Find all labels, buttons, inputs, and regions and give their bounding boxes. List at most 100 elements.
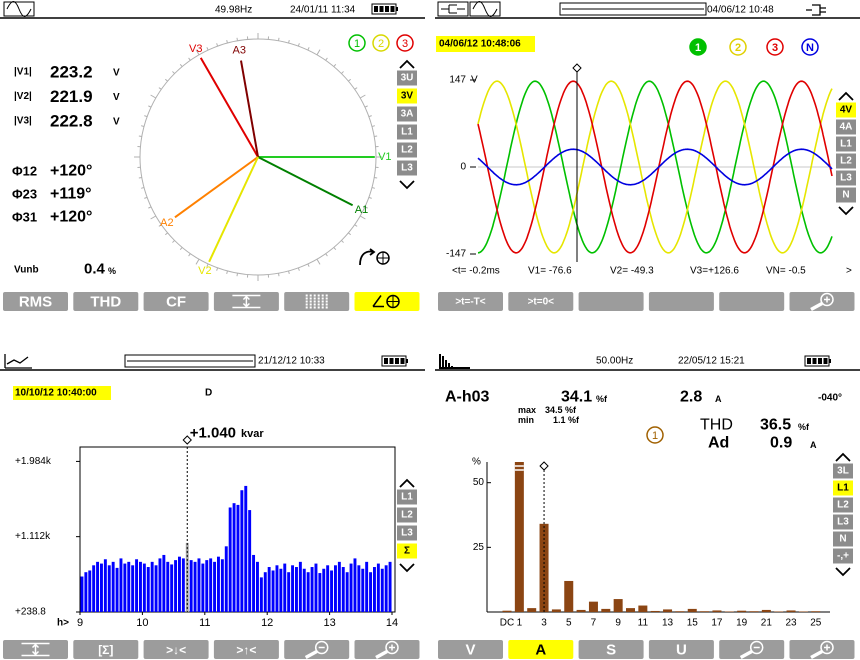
tab[interactable] <box>578 292 644 311</box>
side-button-label[interactable]: L3 <box>837 517 849 528</box>
bar <box>193 561 197 612</box>
side-button[interactable] <box>397 160 417 176</box>
side-button-label[interactable]: L2 <box>401 510 413 521</box>
channel-marker <box>801 38 819 56</box>
tab-label[interactable]: >t=-T< <box>455 297 485 308</box>
bar <box>162 554 166 612</box>
side-button-label[interactable]: -,+ <box>837 551 849 562</box>
circle-tick <box>236 37 239 41</box>
phase-marker-label: 1 <box>354 38 360 50</box>
side-button[interactable] <box>836 170 856 186</box>
side-button-label[interactable]: L1 <box>837 483 849 494</box>
x-tick-label: 11 <box>199 617 210 629</box>
bar <box>365 561 369 612</box>
side-button[interactable] <box>833 480 853 496</box>
side-button-label[interactable]: L1 <box>401 127 413 138</box>
side-button-label[interactable]: L2 <box>401 145 413 156</box>
tab-label[interactable]: THD <box>90 294 121 311</box>
bar <box>380 568 384 612</box>
tab[interactable] <box>508 640 574 659</box>
side-button[interactable] <box>833 548 853 564</box>
side-button[interactable] <box>397 142 417 158</box>
tab-label[interactable]: >↑< <box>236 643 256 657</box>
circle-tick <box>316 258 321 265</box>
tab[interactable] <box>284 292 350 311</box>
side-button[interactable] <box>833 514 853 530</box>
side-button-label[interactable]: L3 <box>840 173 852 184</box>
side-button[interactable] <box>397 525 417 541</box>
side-button-label[interactable]: N <box>842 190 849 201</box>
tab[interactable] <box>143 292 209 311</box>
side-button[interactable] <box>833 497 853 513</box>
y-tick-label: 50 <box>473 477 485 488</box>
side-button-label[interactable]: L2 <box>837 500 849 511</box>
side-button-label[interactable]: L1 <box>401 492 413 503</box>
side-button-label[interactable]: 4V <box>840 105 853 116</box>
side-button-label[interactable]: L3 <box>401 163 413 174</box>
tab[interactable] <box>438 292 503 311</box>
reading-value: 222.8 <box>50 112 93 131</box>
tab-label[interactable]: RMS <box>19 294 52 311</box>
tab-label[interactable]: S <box>606 642 616 659</box>
circle-tick <box>179 63 183 67</box>
side-button-label[interactable]: 4A <box>840 122 853 133</box>
side-button[interactable] <box>397 106 417 122</box>
side-button-label[interactable]: N <box>839 534 846 545</box>
bar <box>295 567 298 612</box>
tab[interactable] <box>3 292 68 311</box>
bar <box>209 558 213 612</box>
side-button[interactable] <box>836 153 856 169</box>
side-button[interactable] <box>836 102 856 118</box>
tab[interactable] <box>578 640 644 659</box>
tab[interactable] <box>438 640 503 659</box>
mode-icon <box>4 354 32 369</box>
side-button-label[interactable]: L3 <box>401 528 413 539</box>
x-tick-label: 23 <box>785 618 797 629</box>
side-button-label[interactable]: 3V <box>401 91 414 102</box>
side-button-label[interactable]: L2 <box>840 156 852 167</box>
side-button[interactable] <box>833 463 853 479</box>
bar <box>146 567 150 612</box>
tab-label[interactable]: U <box>676 642 687 659</box>
bar <box>326 565 330 612</box>
tab[interactable] <box>719 292 785 311</box>
bar <box>774 611 784 612</box>
tab-label[interactable]: CF <box>166 294 186 311</box>
bar <box>127 561 131 612</box>
datetime: 21/12/12 10:33 <box>258 356 325 367</box>
side-button[interactable] <box>397 543 417 559</box>
side-button[interactable] <box>397 88 417 104</box>
tab-label[interactable]: A <box>535 642 546 659</box>
side-button-label[interactable]: 3L <box>837 466 849 477</box>
side-button[interactable] <box>836 136 856 152</box>
side-button-label[interactable]: 3A <box>401 109 414 120</box>
channel-marker-label: 1 <box>695 42 701 54</box>
side-button[interactable] <box>397 70 417 86</box>
circle-tick <box>277 273 280 277</box>
tab[interactable] <box>143 640 209 659</box>
tab[interactable] <box>213 640 279 659</box>
side-button-label[interactable]: Σ <box>404 546 410 557</box>
bar <box>551 609 561 612</box>
tab[interactable] <box>73 640 139 659</box>
tab-label[interactable]: [Σ] <box>98 643 113 657</box>
tab-label[interactable]: >↓< <box>166 643 186 657</box>
side-button[interactable] <box>833 531 853 547</box>
tab[interactable] <box>73 292 139 311</box>
tab[interactable] <box>648 292 714 311</box>
side-button-label[interactable]: L1 <box>840 139 852 150</box>
bar <box>96 561 100 612</box>
side-button[interactable] <box>397 124 417 140</box>
side-button-label[interactable]: 3U <box>401 73 414 84</box>
tab-label[interactable]: V <box>465 642 475 659</box>
side-button[interactable] <box>836 187 856 203</box>
tab-label[interactable]: >t=0< <box>528 297 555 308</box>
menu-arrow <box>399 59 415 69</box>
side-button[interactable] <box>836 119 856 135</box>
bar <box>111 561 115 612</box>
tab[interactable] <box>508 292 574 311</box>
side-button[interactable] <box>397 489 417 505</box>
x-tick-label: 9 <box>615 618 621 629</box>
tab[interactable] <box>648 640 714 659</box>
side-button[interactable] <box>397 507 417 523</box>
